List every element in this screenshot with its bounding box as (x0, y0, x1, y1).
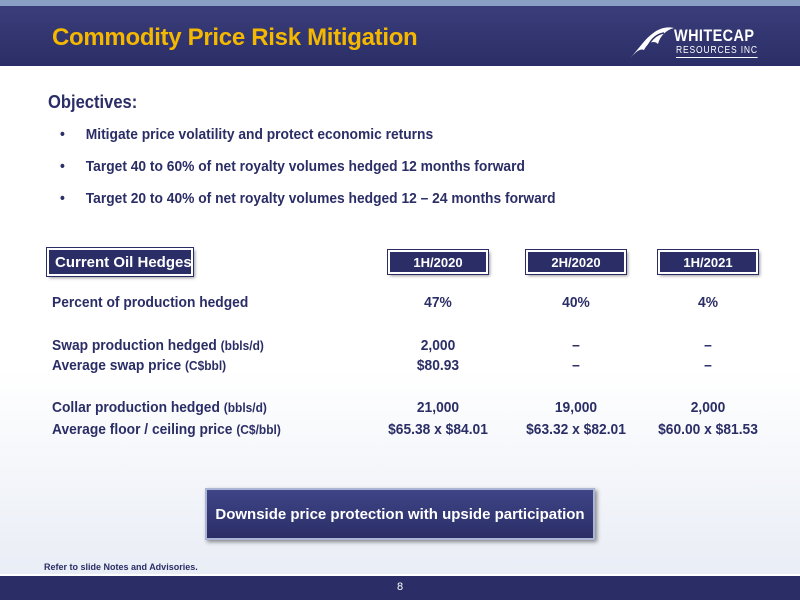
current-oil-hedges-label: Current Oil Hedges (47, 248, 193, 276)
callout-box: Downside price protection with upside pa… (205, 488, 595, 540)
objective-item: • Target 40 to 60% of net royalty volumes… (60, 158, 525, 175)
slide-header: Commodity Price Risk Mitigation WHITECAP… (0, 0, 800, 66)
table-cell: 19,000 (554, 399, 598, 416)
objective-item: • Target 20 to 40% of net royalty volumes… (60, 190, 556, 207)
period-header-1h2021: 1H/2021 (658, 250, 758, 274)
objective-item: • Mitigate price volatility and protect e… (60, 126, 434, 143)
table-cell: 47% (424, 294, 452, 311)
wave-logo-icon (630, 27, 674, 58)
table-cell: 21,000 (416, 399, 460, 416)
table-cell: $60.00 x $81.53 (658, 421, 758, 438)
logo-subtext: RESOURCES INC (676, 45, 758, 58)
row-label-floor-ceiling-price: Average floor / ceiling price (C$/bbl) (52, 421, 281, 438)
table-cell: – (704, 357, 712, 374)
row-label-collar-production: Collar production hedged (bbls/d) (52, 399, 267, 416)
objectives-heading: Objectives: (48, 92, 138, 112)
table-cell: – (704, 337, 712, 354)
logo-wordmark: WHITECAP (674, 26, 755, 45)
objectives-list: • Mitigate price volatility and protect e… (60, 126, 599, 222)
slide-footer: 8 (0, 576, 800, 600)
table-cell: 40% (562, 294, 590, 311)
company-logo: WHITECAP RESOURCES INC (628, 20, 788, 62)
row-label-percent-hedged: Percent of production hedged (52, 294, 249, 311)
row-label-average-swap-price: Average swap price (C$bbl) (52, 357, 227, 374)
table-cell: 2,000 (420, 337, 456, 354)
slide-title: Commodity Price Risk Mitigation (52, 24, 418, 51)
table-cell: – (572, 337, 580, 354)
footnote: Refer to slide Notes and Advisories. (44, 562, 198, 572)
page-number: 8 (396, 581, 404, 593)
table-cell: $63.32 x $82.01 (526, 421, 626, 438)
table-cell: – (572, 357, 580, 374)
period-header-2h2020: 2H/2020 (526, 250, 626, 274)
table-cell: 2,000 (690, 399, 726, 416)
bullet-icon: • (60, 126, 65, 143)
bullet-icon: • (60, 190, 65, 207)
table-cell: 4% (698, 294, 718, 311)
bullet-icon: • (60, 158, 65, 175)
period-header-1h2020: 1H/2020 (388, 250, 488, 274)
table-cell: $80.93 (416, 357, 460, 374)
table-cell: $65.38 x $84.01 (388, 421, 488, 438)
row-label-swap-production: Swap production hedged (bbls/d) (52, 337, 264, 354)
